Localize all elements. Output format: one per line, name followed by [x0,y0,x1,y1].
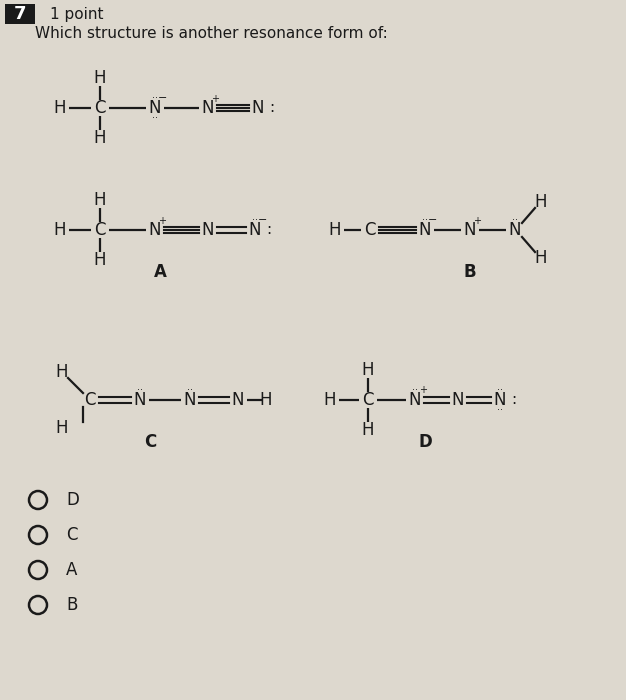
Text: C: C [364,221,376,239]
Text: C: C [95,99,106,117]
Text: :: : [511,393,516,407]
Text: N: N [149,99,162,117]
Text: 7: 7 [14,5,26,23]
Text: −: − [158,93,168,103]
Text: H: H [535,249,547,267]
Text: N: N [419,221,431,239]
Text: N: N [202,99,214,117]
Text: H: H [54,221,66,239]
Text: H: H [56,419,68,437]
Text: ··: ·· [152,93,158,103]
Text: H: H [535,193,547,211]
Text: N: N [134,391,146,409]
Text: B: B [464,263,476,281]
Text: N: N [149,221,162,239]
Text: N: N [494,391,506,409]
Text: 1 point: 1 point [50,6,103,22]
Text: D: D [66,491,79,509]
Text: C: C [144,433,156,451]
Text: H: H [94,69,106,87]
Text: ··: ·· [422,215,428,225]
Text: :: : [269,101,275,116]
Text: N: N [464,221,476,239]
Text: H: H [329,221,341,239]
Text: Which structure is another resonance form of:: Which structure is another resonance for… [35,27,387,41]
Text: +: + [473,216,481,226]
Text: ··: ·· [252,215,258,225]
Text: +: + [158,216,166,226]
Text: H: H [56,363,68,381]
Text: H: H [94,129,106,147]
Text: ··: ·· [187,385,193,395]
Text: −: − [428,215,438,225]
Text: ··: ·· [137,385,143,395]
Text: C: C [95,221,106,239]
Text: H: H [54,99,66,117]
Text: −: − [259,215,268,225]
Text: ··: ·· [412,385,418,395]
Text: B: B [66,596,78,614]
Text: H: H [94,251,106,269]
Text: :: : [267,223,272,237]
Text: H: H [324,391,336,409]
Text: H: H [362,421,374,439]
Text: H: H [260,391,272,409]
Text: N: N [202,221,214,239]
Text: N: N [452,391,464,409]
Text: A: A [66,561,78,579]
Text: C: C [85,391,96,409]
Text: +: + [419,385,427,395]
Text: ··: ·· [497,405,503,415]
Text: ··: ·· [512,215,518,225]
Text: N: N [232,391,244,409]
Text: A: A [153,263,167,281]
Text: +: + [211,94,219,104]
Text: ··: ·· [152,113,158,123]
Text: N: N [252,99,264,117]
Text: N: N [509,221,521,239]
Text: N: N [249,221,261,239]
Text: N: N [184,391,196,409]
Text: H: H [94,191,106,209]
Text: H: H [362,361,374,379]
Bar [5,4,35,24]
Text: D: D [418,433,432,451]
Text: C: C [362,391,374,409]
Text: ··: ·· [497,385,503,395]
Text: C: C [66,526,78,544]
Text: N: N [409,391,421,409]
